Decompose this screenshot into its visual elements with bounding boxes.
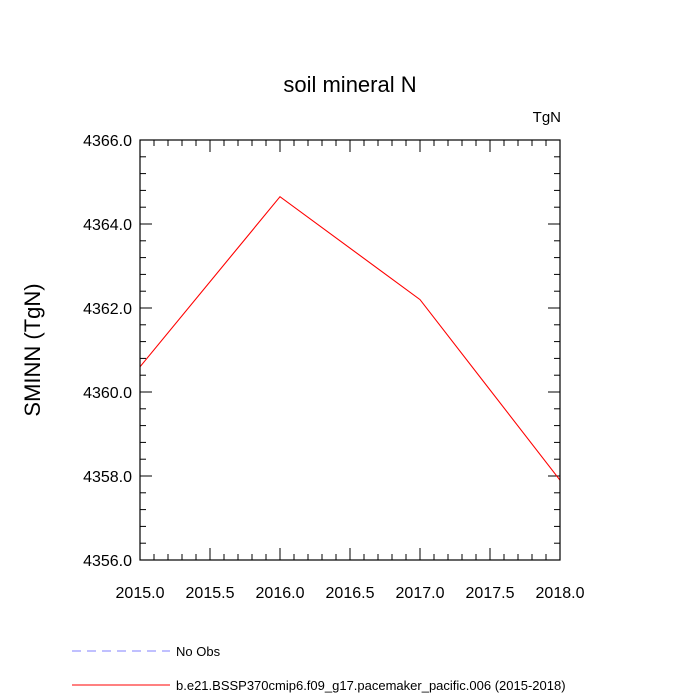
plot-frame [139,139,561,561]
x-tick-label: 2017.0 [396,585,445,602]
y-tick-label: 4358.0 [83,469,132,486]
x-tick-label: 2018.0 [536,585,585,602]
legend: No Obs b.e21.BSSP370cmip6.f09_g17.pacema… [72,644,566,693]
y-axis-label: SMINN (TgN) [20,283,45,416]
data-series [139,195,561,481]
y-tick-label: 4362.0 [83,301,132,318]
legend-label-no-obs: No Obs [176,644,221,659]
y-tick-label: 4364.0 [83,217,132,234]
y-tick-label: 4360.0 [83,385,132,402]
y-tick-label: 4356.0 [83,553,132,570]
legend-label-series: b.e21.BSSP370cmip6.f09_g17.pacemaker_pac… [176,678,566,693]
y-tick-label: 4366.0 [83,133,132,150]
chart-title: soil mineral N [283,72,416,97]
x-tick-label: 2016.0 [256,585,305,602]
x-tick-label: 2016.5 [326,585,375,602]
axis-ticks [139,139,561,561]
x-tick-label: 2015.5 [186,585,235,602]
x-tick-label: 2017.5 [466,585,515,602]
units-label: TgN [533,109,561,126]
x-tick-label: 2015.0 [116,585,165,602]
series-line [139,195,561,481]
tick-labels: 2015.0 2015.5 2016.0 2016.5 2017.0 2017.5 2018… [83,133,585,602]
